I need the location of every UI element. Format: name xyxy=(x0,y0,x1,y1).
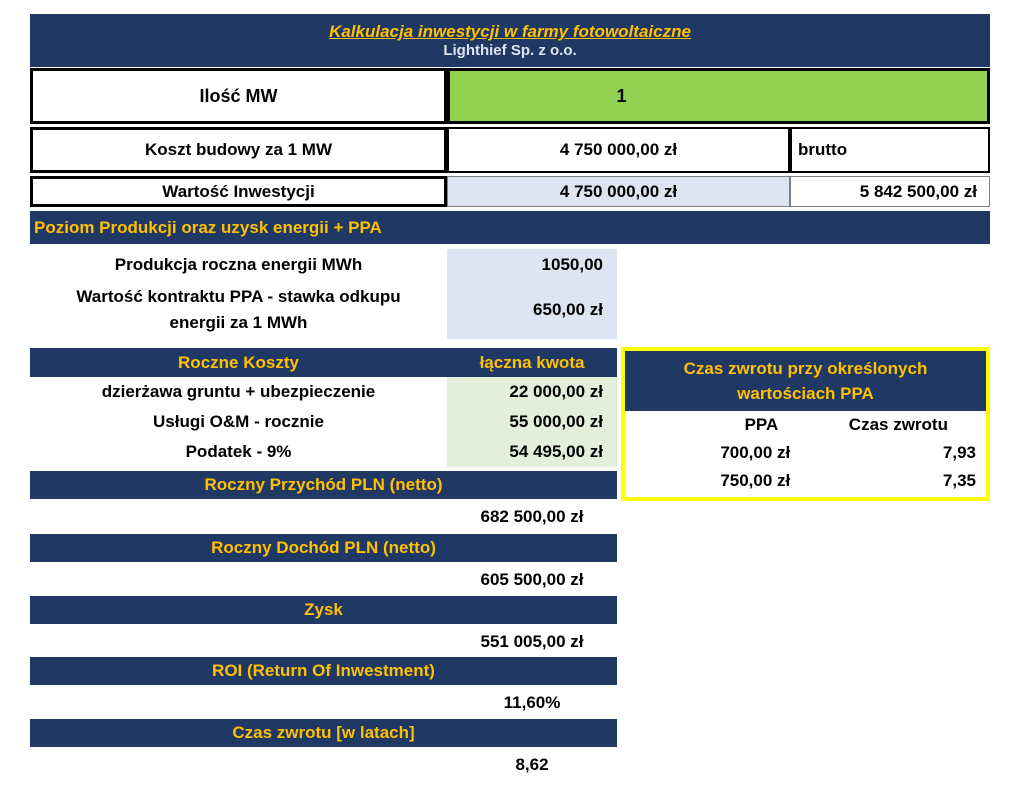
ppa-column-header: PPA xyxy=(744,415,779,434)
cost-label-oam: Usługi O&M - rocznie xyxy=(153,412,324,431)
brutto-cell: brutto xyxy=(790,127,990,173)
payback-years-2: 7,35 xyxy=(942,471,976,490)
mw-value-cell[interactable]: 1 xyxy=(447,68,990,124)
revenue-value: 682 500,00 zł xyxy=(480,506,584,526)
build-cost-value-cell[interactable]: 4 750 000,00 zł xyxy=(447,127,790,173)
ppa-contract-value[interactable]: 650,00 zł xyxy=(447,281,617,339)
ppa-rate-2: 750,00 zł xyxy=(720,471,791,490)
mw-value: 1 xyxy=(616,85,627,106)
ppa-rate-1: 700,00 zł xyxy=(720,443,791,462)
payback-value: 8,62 xyxy=(515,754,549,774)
payback-column-header: Czas zwrotu xyxy=(848,415,948,434)
profit-value: 551 005,00 zł xyxy=(480,631,584,651)
ppa-contract-label-line1: Wartość kontraktu PPA - stawka odkupu xyxy=(76,286,401,306)
investment-net-cell[interactable]: 4 750 000,00 zł xyxy=(447,176,790,207)
investment-gross-cell: 5 842 500,00 zł xyxy=(790,176,990,207)
roi-value: 11,60% xyxy=(503,692,561,712)
ppa-contract-label: Wartość kontraktu PPA - stawka odkupu en… xyxy=(30,281,447,339)
report-header: Kalkulacja inwestycji w farmy fotowoltai… xyxy=(30,14,990,67)
roi-header: ROI (Return Of Inwestment) xyxy=(30,657,617,685)
payback-years-1: 7,93 xyxy=(942,443,976,462)
report-title: Kalkulacja inwestycji w farmy fotowoltai… xyxy=(329,22,691,41)
profit-header: Zysk xyxy=(30,596,617,624)
income-header: Roczny Dochód PLN (netto) xyxy=(30,534,617,562)
investment-label-cell: Wartość Inwestycji xyxy=(30,176,447,207)
ppa-payback-table: PPA Czas zwrotu 700,00 zł 7,93 750,00 zł… xyxy=(625,411,986,495)
cost-label-lease: dzierżawa gruntu + ubezpieczenie xyxy=(101,382,376,401)
cost-value-lease[interactable]: 22 000,00 zł xyxy=(447,377,617,407)
company-name: Lighthief Sp. z o.o. xyxy=(443,42,577,59)
ppa-payback-title-line2: wartościach PPA xyxy=(737,384,874,403)
ppa-payback-title: Czas zwrotu przy określonych wartościach… xyxy=(625,351,986,411)
annual-production-value[interactable]: 1050,00 xyxy=(447,249,617,281)
production-section-header: Poziom Produkcji oraz uzysk energii + PP… xyxy=(30,211,990,244)
payback-header: Czas zwrotu [w latach] xyxy=(30,719,617,747)
annual-production-label: Produkcja roczna energii MWh xyxy=(114,255,363,274)
mw-label-cell: Ilość MW xyxy=(30,68,447,124)
ppa-payback-box: Czas zwrotu przy określonych wartościach… xyxy=(621,347,990,501)
revenue-header: Roczny Przychód PLN (netto) xyxy=(30,471,617,499)
ppa-contract-label-line2: energii za 1 MWh xyxy=(169,313,308,332)
income-value: 605 500,00 zł xyxy=(480,569,584,589)
cost-label-tax: Podatek - 9% xyxy=(185,442,292,461)
cost-value-oam[interactable]: 55 000,00 zł xyxy=(447,407,617,437)
total-amount-header: łączna kwota xyxy=(447,348,617,377)
annual-costs-header: Roczne Koszty xyxy=(30,348,447,377)
ppa-payback-title-line1: Czas zwrotu przy określonych xyxy=(683,358,928,378)
cost-value-tax[interactable]: 54 495,00 zł xyxy=(447,437,617,467)
build-cost-label-cell: Koszt budowy za 1 MW xyxy=(30,127,447,173)
